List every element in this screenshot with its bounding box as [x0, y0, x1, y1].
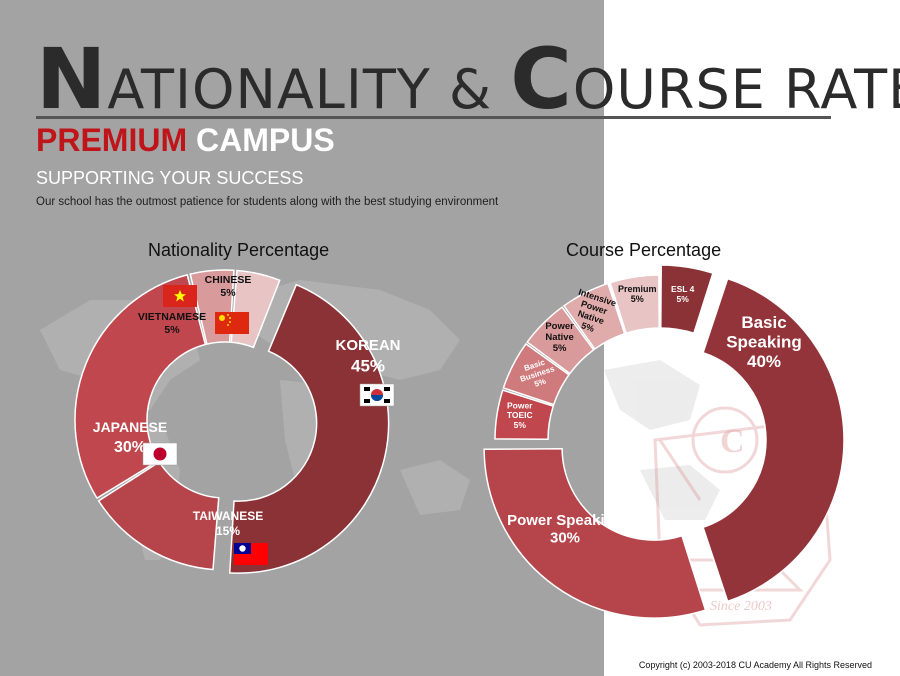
course-chart-title: Course Percentage: [566, 240, 722, 260]
course-power-toeic-label: Power TOEIC 5%: [507, 400, 533, 430]
course-donut: ESL 4 5% Basic Speaking 40% Power Speaking 30%…: [483, 264, 845, 619]
vietnam-flag-icon: [163, 285, 197, 307]
slice-power-speaking: [483, 447, 707, 619]
nationality-korean-label: KOREAN: [335, 337, 400, 354]
slice-power-native: [526, 306, 595, 375]
slice-intensive-power-native: [562, 282, 626, 350]
title-nationality: ATIONALITY &: [107, 58, 511, 121]
slice-korean: [228, 283, 390, 574]
slice-japanese: [74, 273, 207, 500]
title-underline: [36, 116, 831, 119]
nationality-vietnamese-label: VIETNAMESE: [138, 311, 206, 323]
course-power-native-label: Power Native 5%: [545, 321, 574, 354]
nationality-japanese-label: JAPANESE: [93, 419, 167, 435]
watermark-since: Since 2003: [710, 599, 772, 614]
watermark-letter: C: [720, 423, 745, 460]
title-course-rate: OURSE RATE: [572, 58, 900, 121]
campus-heading-premium: PREMIUM: [36, 122, 188, 158]
nationality-korean-pct-label: 45%: [351, 356, 385, 375]
slice-esl-4: [660, 264, 714, 335]
south-korea-flag-icon: [359, 383, 395, 407]
copyright-notice: Copyright (c) 2003-2018 CU Academy All R…: [638, 660, 872, 670]
course-esl-4-label: ESL 4 5%: [671, 284, 695, 304]
slice-taiwanese: [97, 460, 220, 571]
campus-heading-campus: CAMPUS: [187, 122, 335, 158]
china-flag-icon: [215, 312, 249, 334]
course-basic-speaking-label: Basic Speaking 40%: [726, 313, 802, 371]
slice-power-toeic: [494, 389, 555, 440]
title-initial-c: C: [510, 30, 573, 128]
japan-flag-icon: [142, 442, 178, 466]
campus-heading: PREMIUM CAMPUS: [36, 122, 335, 159]
nationality-japanese-pct-label: 30%: [114, 439, 146, 456]
nationality-chinese-pct-label: 5%: [220, 287, 236, 299]
slice-premium: [609, 274, 660, 335]
page-title: NATIONALITY & COURSE RATE: [36, 30, 900, 128]
course-power-speaking-label: Power Speaking 30%: [507, 512, 623, 546]
slice-basic-speaking: [702, 277, 845, 603]
title-initial-n: N: [36, 30, 108, 128]
nationality-chart-title: Nationality Percentage: [148, 240, 330, 260]
description: Our school has the outmost patience for …: [36, 196, 499, 208]
nationality-vietnamese-pct-label: 5%: [164, 324, 180, 336]
nationality-taiwanese-label: TAIWANESE: [193, 509, 263, 523]
nationality-taiwanese-pct-label: 15%: [216, 524, 240, 538]
slice-basic-business: [502, 342, 570, 406]
tagline: SUPPORTING YOUR SUCCESS: [36, 168, 304, 188]
course-premium-label: Premium 5%: [618, 284, 657, 304]
nationality-chinese-label: CHINESE: [205, 274, 252, 286]
taiwan-flag-icon: [234, 543, 268, 565]
